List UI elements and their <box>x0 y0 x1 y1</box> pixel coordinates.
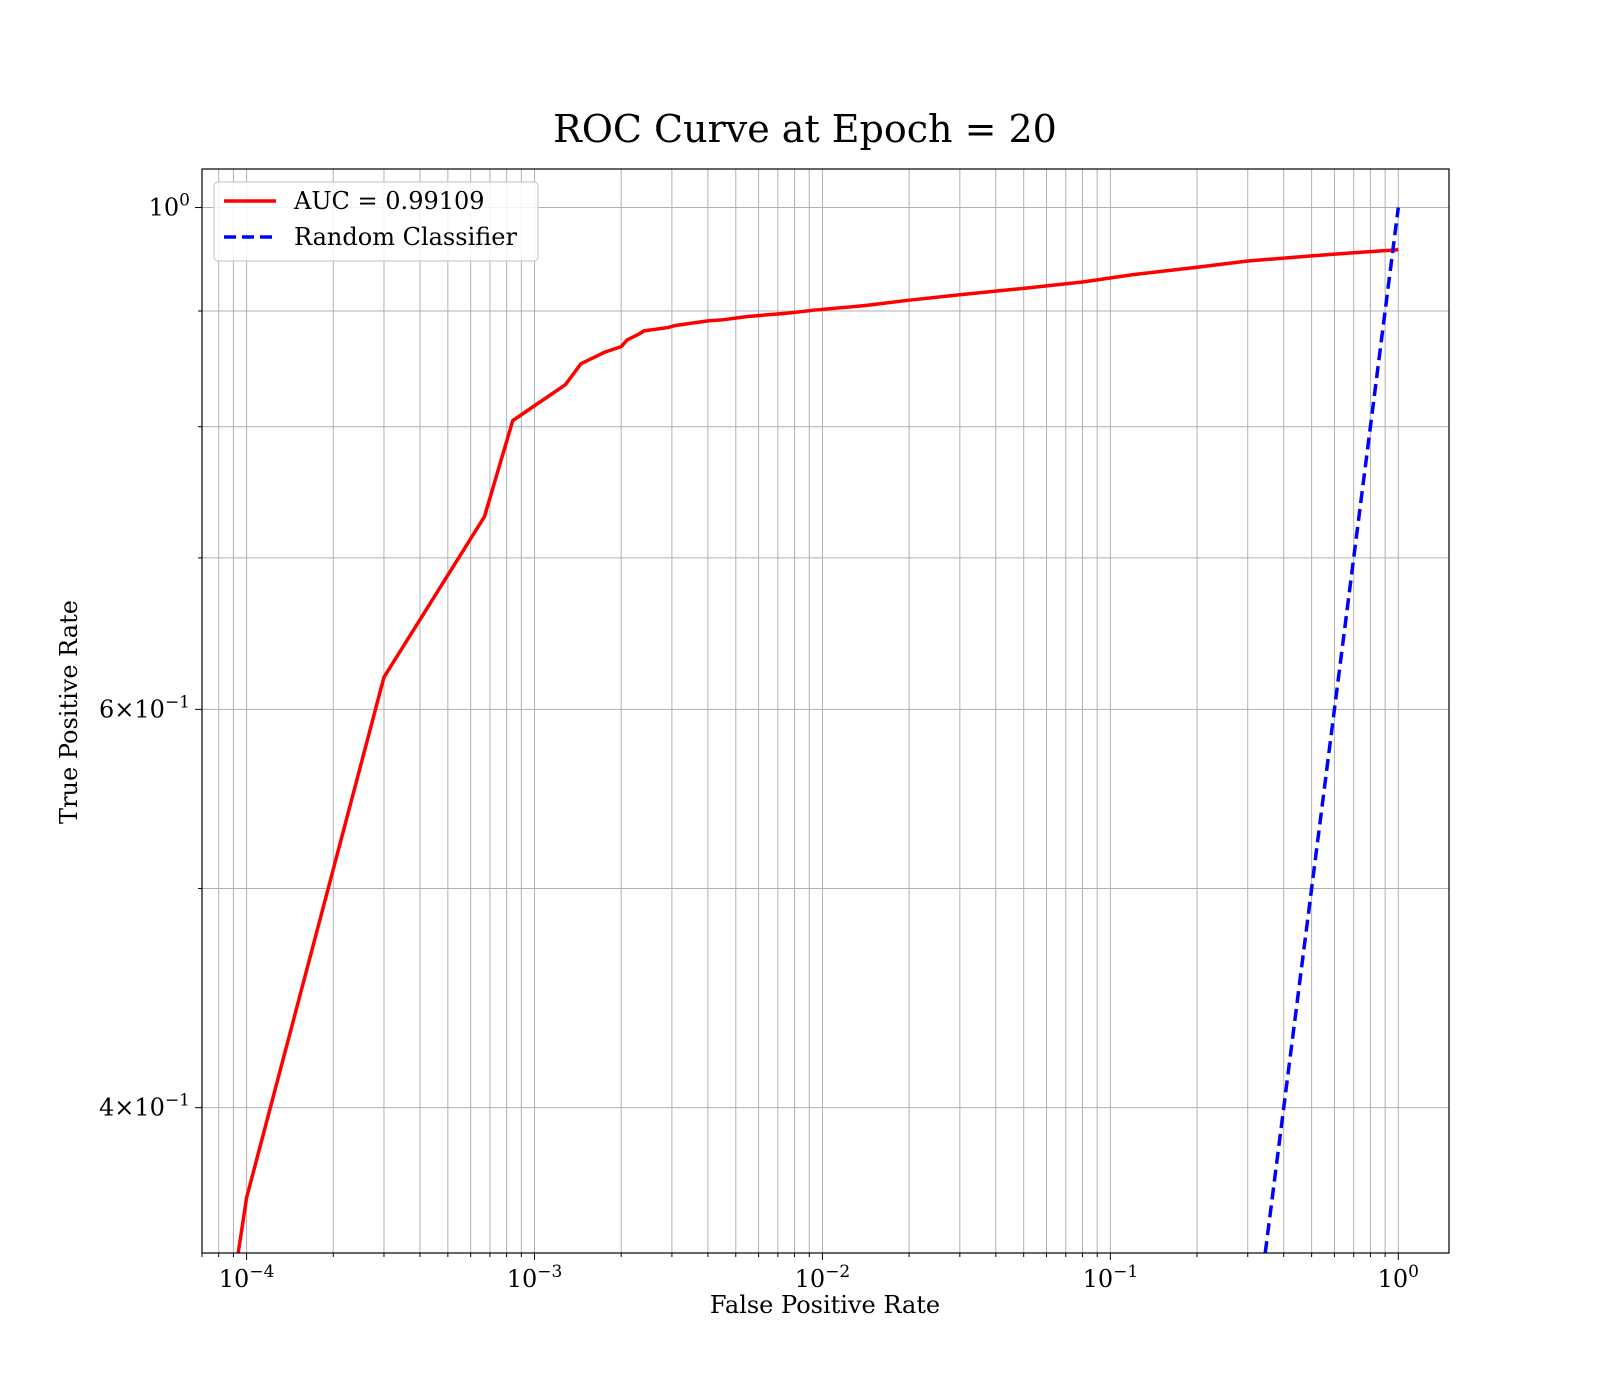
y-axis-label: True Positive Rate <box>55 600 83 824</box>
x-tick-label: 10−2 <box>795 1262 851 1293</box>
y-tick-label: 100 <box>149 191 190 222</box>
x-tick-label: 10−1 <box>1083 1262 1139 1293</box>
y-tick-label: 4×10−1 <box>99 1091 190 1122</box>
random-classifier-line <box>1263 207 1401 1254</box>
y-axis-ticks: 100 6×10−1 4×10−1 <box>99 191 202 1122</box>
x-tick-label: 100 <box>1378 1262 1419 1293</box>
legend-roc-label: AUC = 0.99109 <box>293 187 485 215</box>
plot-area-frame <box>201 168 1450 1254</box>
x-tick-label: 10−4 <box>219 1262 275 1293</box>
y-tick-label: 6×10−1 <box>99 692 190 723</box>
roc-curve-line <box>236 247 1399 1254</box>
legend: AUC = 0.99109 Random Classifier <box>213 181 539 262</box>
chart-title: ROC Curve at Epoch = 20 <box>553 107 1057 151</box>
legend-random-label: Random Classifier <box>294 223 517 251</box>
series-lines <box>236 207 1401 1254</box>
grid <box>201 169 1449 1253</box>
x-axis-label: False Positive Rate <box>710 1291 940 1319</box>
x-tick-label: 10−3 <box>507 1262 563 1293</box>
legend-box <box>213 181 539 262</box>
x-axis-ticks: 10−4 10−3 10−2 10−1 100 <box>201 1253 1419 1293</box>
